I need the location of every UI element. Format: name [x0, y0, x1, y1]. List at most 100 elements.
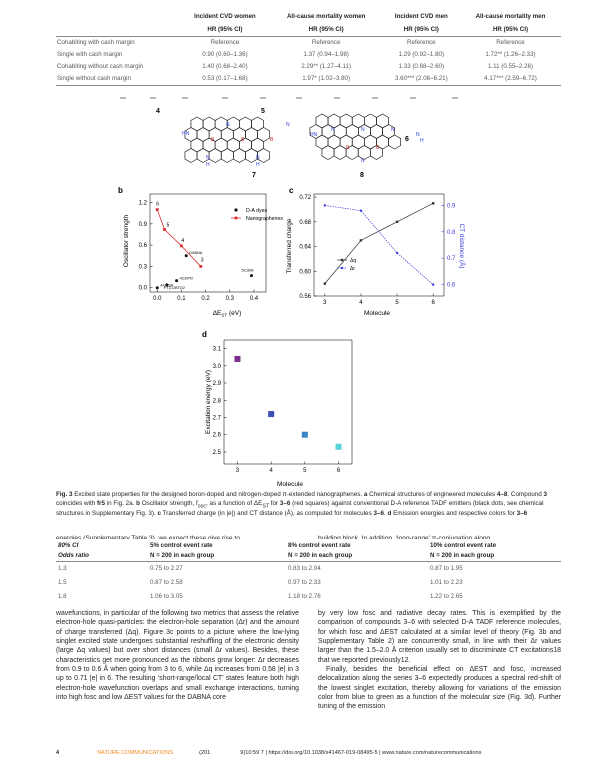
panel-c: c 3 4 5 6 0.56 0.60 0.64 0.68 0.72 0.6 0.7 0.8 0.9 M… — [286, 186, 467, 317]
tick-label: 0.9 — [447, 203, 456, 209]
page-footer: 4 NATURE COMMUNICATIONS (201 9)10:59 7 | ht… — [56, 750, 481, 756]
caption-label-c: c — [157, 510, 162, 518]
table-cell: Single with cash margin — [57, 51, 123, 58]
axis-label-y-right: CT distance (Å) — [458, 223, 467, 268]
tick-label: 3 — [236, 468, 240, 474]
caption-bold: 3–6 — [279, 499, 291, 507]
panel-label-c: c — [289, 186, 294, 195]
dye-point — [250, 274, 253, 278]
plot-frame — [223, 339, 353, 465]
tick-label: 2.7 — [213, 416, 222, 422]
table-header-row: HR (95% CI) HR (95% CI) HR (95% CI) HR (… — [56, 23, 561, 37]
structure-label-8: 8 — [360, 172, 364, 179]
tick-label: 2.5 — [213, 450, 222, 456]
boron-label: B — [376, 145, 380, 151]
axis-label-y-left: Transferred charge — [286, 218, 293, 273]
body-paragraph: wavefunctions, in particular of the foll… — [56, 610, 299, 702]
nano-point — [163, 228, 166, 231]
caption-sub: osc — [197, 502, 206, 509]
caption-bold: 4–8 — [496, 491, 508, 498]
tick-label: 0.68 — [299, 220, 311, 226]
caption-text: Emission energies and respective colors … — [391, 510, 517, 518]
series-line-dq — [324, 202, 434, 284]
tick-label: 3 — [323, 300, 327, 306]
nitrogen-label: N — [226, 122, 230, 128]
point-label: DABNA — [189, 251, 203, 255]
boron-label: B — [211, 137, 215, 143]
axis-label-x: Molecule — [277, 481, 303, 488]
tick-label: 0.1 — [177, 296, 186, 302]
table-cell: Cohabiting without cash margin — [57, 63, 144, 70]
tick-label: 0.0 — [153, 296, 162, 302]
table-cell: 3.60*** (2.08–6.21) — [382, 73, 460, 86]
point-label: 4 — [181, 238, 184, 244]
caption-text: in Fig. 2a. — [105, 499, 137, 507]
caption-bold: 3–6 — [516, 510, 528, 518]
ring — [388, 134, 402, 150]
ring — [232, 148, 246, 163]
caption-text: Transferred charge (in |e|) and CT dista… — [161, 510, 374, 518]
legend-item: Nanographenes — [246, 216, 283, 222]
point-label: ACRSA — [160, 284, 174, 288]
caption-label-d: d — [387, 510, 392, 518]
table-1: Incident CVD women All-cause mortality w… — [56, 10, 561, 86]
tick-label: 0.6 — [139, 243, 148, 249]
journal-name: NATURE COMMUNICATIONS — [97, 750, 174, 756]
table-cell: 2.29** (1.27–4.11) — [301, 63, 352, 70]
caption-sub: ST — [262, 502, 270, 509]
table-cell: 0.87 to 1.95 — [430, 565, 463, 572]
plot-marks — [234, 355, 342, 450]
tick-label: 0.8 — [447, 230, 456, 236]
table-header-cell: HR (95% CI) — [459, 23, 561, 37]
table-header-cell: All-cause mortality women — [286, 13, 366, 20]
tick-label: 0.6 — [447, 283, 456, 289]
table-cell: 1.40 (0.68–2.40) — [202, 63, 248, 70]
caption-text: for — [269, 499, 280, 507]
axes: 3 4 5 6 0.56 0.60 0.64 0.68 0.72 0.6 0.7 0.8 0.9 — [299, 195, 456, 306]
figure-caption: Fig. 3 Excited state properties for the … — [56, 491, 561, 519]
dye-point — [165, 283, 169, 287]
tick-label: 0.0 — [139, 286, 148, 292]
axis-label-x: Molecule — [364, 310, 390, 317]
emission-point — [335, 443, 342, 450]
table-header-cell: 10% control event rate — [430, 542, 497, 549]
table-row: Cohabiting with cash margin Reference Re… — [56, 37, 561, 50]
legend: Δq Δr — [337, 258, 356, 272]
caption-lead: Fig. 3 — [56, 491, 73, 498]
nitrogen-label: N — [206, 155, 210, 161]
emission-point — [234, 355, 241, 362]
tick-label: 0.3 — [139, 264, 148, 270]
table-header-cell: Incident CVD women — [194, 13, 256, 20]
series-line-dr — [324, 205, 434, 285]
table-cell: 0.87 to 2.58 — [150, 579, 183, 586]
ring — [220, 148, 234, 163]
panel-label-d: d — [202, 330, 207, 339]
tick-label: 2.6 — [213, 433, 222, 439]
legend-item: Δr — [350, 266, 355, 272]
dq-point — [431, 202, 435, 205]
caption-label-a: a — [363, 491, 368, 498]
ring — [208, 148, 222, 163]
tick-label: 3.1 — [213, 347, 222, 353]
point-label: 3 — [201, 257, 204, 263]
table-2: 80% CI 5% control event rate 8% control … — [56, 541, 561, 604]
footer-year: (201 — [199, 750, 211, 756]
caption-text: coincides with — [56, 499, 97, 507]
table-header-row: 80% CI 5% control event rate 8% control … — [56, 541, 561, 551]
table-cell: 1.97* (1.02–3.80) — [269, 73, 383, 86]
dr-point — [395, 251, 399, 255]
caption-text: . — [383, 510, 388, 518]
body-column-left: wavefunctions, in particular of the foll… — [56, 609, 299, 702]
caption-label-b: b — [136, 499, 141, 507]
boron-label: B — [346, 145, 350, 151]
table-cell: 1.5 — [58, 579, 67, 586]
panel-d: d 3 4 5 6 2.5 2.6 2.7 2.8 2.9 3.0 3.1 Molecule Exc… — [202, 330, 353, 488]
table-header-cell: Incident CVD men — [394, 13, 448, 20]
tick-label: 0.56 — [299, 294, 311, 300]
footer-doi: 9)10:59 7 | https://doi.org/10.1038/s414… — [240, 750, 482, 756]
dq-point — [323, 282, 327, 285]
clipped-text-right: building block. In addition, ‘long-range… — [318, 535, 491, 539]
table-cell: Reference — [407, 39, 436, 46]
table-row: Single with cash margin 0.90 (0.60–1.36)… — [56, 49, 561, 61]
figure-3: 4 5 6 7 8 HN B B B N H N N H N HN B B N … — [118, 97, 467, 488]
